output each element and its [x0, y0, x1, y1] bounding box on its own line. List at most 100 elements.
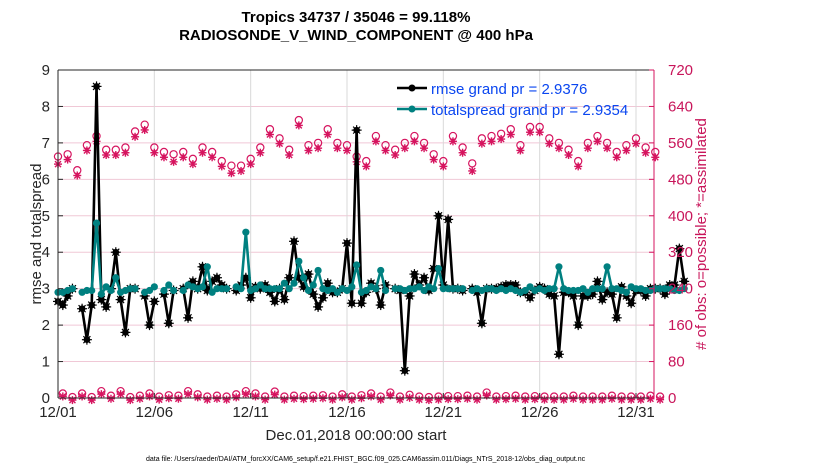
obs-assimilated-marker [477, 139, 486, 148]
asterisk-stroke [454, 395, 462, 403]
rmse-asterisk-stroke [270, 297, 279, 306]
y-tick-label: 8 [42, 98, 50, 115]
totalspread-point [92, 219, 101, 227]
totalspread-point [353, 261, 361, 269]
obs-assimilated-marker [97, 390, 106, 399]
rmse-line [235, 128, 387, 309]
legend-rmse-label: rmse grand pr = 2.9376 [431, 81, 587, 98]
totalspread-point [222, 285, 231, 293]
obs-assimilated-marker [607, 394, 616, 403]
rmse-asterisk-stroke [477, 319, 486, 328]
obs-assimilated-marker [497, 135, 506, 144]
obs-assimilated-marker [145, 392, 154, 401]
obs-assimilated-marker [299, 395, 308, 404]
rmse-asterisk-stroke [164, 319, 173, 328]
obs-assimilated-marker [237, 166, 246, 175]
asterisk-stroke [276, 140, 284, 148]
y-right-tick-label: 720 [668, 62, 693, 79]
rmse-asterisk-stroke [121, 328, 130, 337]
asterisk-stroke [97, 390, 105, 398]
y-tick-label: 1 [42, 354, 50, 371]
obs-assimilated-marker [217, 162, 226, 171]
asterisk-stroke [208, 153, 216, 161]
asterisk-stroke [430, 156, 438, 164]
asterisk-stroke [112, 151, 120, 159]
obs-assimilated-marker [526, 128, 535, 137]
asterisk-stroke [170, 158, 178, 166]
asterisk-stroke [401, 144, 409, 152]
series-layer [53, 81, 690, 376]
totalspread-point [237, 285, 245, 293]
obs-assimilated-marker [188, 160, 197, 169]
rmse-asterisk-stroke [102, 302, 111, 311]
obs-assimilated-marker [116, 390, 125, 399]
asterisk-stroke [295, 121, 303, 129]
rmse-asterisk-stroke [246, 293, 255, 302]
rmse-asterisk-stroke [569, 292, 578, 300]
obs-assimilated-marker [256, 148, 265, 157]
asterisk-stroke [300, 395, 308, 403]
obs-assimilated-marker [208, 153, 217, 162]
rmse-asterisk-stroke [400, 366, 409, 375]
obs-assimilated-marker [174, 394, 183, 403]
obs-assimilated-marker [448, 137, 457, 146]
asterisk-stroke [555, 144, 563, 152]
asterisk-stroke [656, 396, 664, 404]
obs-assimilated-marker [68, 396, 77, 405]
asterisk-stroke [646, 395, 654, 403]
asterisk-stroke [242, 390, 250, 398]
y-tick-label: 4 [42, 244, 50, 261]
rmse-asterisk-stroke [550, 292, 559, 300]
obs-assimilated-marker [309, 394, 318, 403]
obs-assimilated-marker [131, 132, 140, 141]
asterisk-stroke [107, 395, 115, 403]
obs-assimilated-marker [453, 395, 462, 404]
asterisk-stroke [237, 167, 245, 175]
asterisk-stroke [531, 395, 539, 403]
asterisk-stroke [391, 151, 399, 159]
rmse-line [80, 85, 136, 341]
totalspread-point [598, 285, 606, 293]
asterisk-stroke [83, 146, 91, 154]
asterisk-stroke [194, 393, 202, 401]
totalspread-point [97, 290, 105, 298]
obs-assimilated-marker [598, 395, 607, 404]
obs-assimilated-marker [540, 395, 549, 404]
totalspread-point [112, 274, 120, 282]
asterisk-stroke [507, 131, 515, 138]
obs-assimilated-marker [627, 395, 636, 404]
obs-assimilated-marker [545, 139, 554, 148]
rmse-asterisk-stroke [58, 301, 67, 309]
asterisk-stroke [410, 137, 418, 145]
asterisk-stroke [632, 140, 640, 148]
totalspread-point [160, 286, 168, 295]
grid [58, 70, 654, 398]
rmse-asterisk-stroke [680, 277, 689, 286]
obs-assimilated-marker [501, 395, 510, 404]
asterisk-stroke [131, 133, 139, 141]
asterisk-stroke [343, 146, 351, 154]
rmse-asterisk-stroke [285, 273, 294, 282]
obs-assimilated-marker [487, 137, 496, 146]
totalspread-point [348, 283, 356, 291]
totalspread-point [179, 286, 187, 295]
obs-assimilated-marker [193, 393, 202, 402]
legend-rmse-marker [408, 84, 416, 92]
rmse-asterisk-stroke [588, 290, 597, 299]
obs-assimilated-marker [371, 137, 380, 146]
totalspread-point [459, 285, 467, 293]
obs-assimilated-marker [641, 148, 650, 157]
obs-assimilated-marker [463, 394, 472, 403]
asterisk-stroke [290, 395, 298, 403]
asterisk-stroke [459, 149, 467, 157]
asterisk-stroke [121, 149, 129, 157]
obs-assimilated-marker [126, 396, 135, 405]
obs-assimilated-marker [246, 160, 255, 169]
totalspread-point [680, 285, 688, 293]
y-tick-label: 9 [42, 62, 50, 79]
asterisk-stroke [141, 126, 149, 134]
axes [57, 69, 655, 399]
asterisk-stroke [497, 135, 505, 143]
obs-assimilated-marker [328, 395, 337, 404]
obs-assimilated-marker [468, 166, 477, 175]
